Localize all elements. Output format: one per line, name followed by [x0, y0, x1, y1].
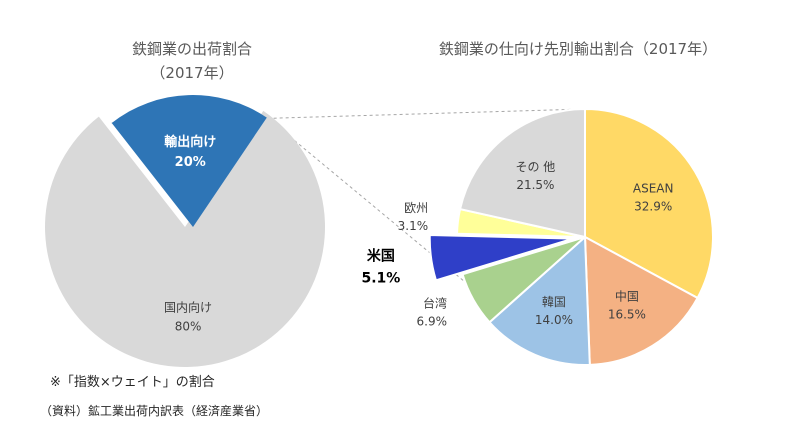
right-slice-label-5: 欧州 [404, 201, 428, 215]
right-slice-label-4: 米国 [367, 248, 395, 265]
left-chart-subtitle: （2017年） [150, 64, 233, 82]
right-pie-slice-4 [428, 233, 574, 282]
right-slice-label-0: ASEAN [633, 181, 674, 195]
right-slice-value-0: 32.9% [634, 199, 672, 213]
right-pie-slice-0 [584, 107, 714, 300]
left-slice-label-0: 国内向け [164, 300, 212, 315]
left-slice-label-1: 輸出向け [164, 134, 216, 150]
right-slice-value-1: 16.5% [608, 307, 646, 321]
left-pie-slice-0 [45, 110, 326, 367]
right-slice-value-3: 6.9% [417, 314, 448, 328]
right-slice-value-2: 14.0% [535, 313, 573, 327]
left-slice-value-0: 80% [175, 320, 202, 334]
left-slice-value-1: 20% [175, 155, 206, 170]
right-slice-label-2: 韓国 [542, 295, 566, 309]
pie-export-destination-share [428, 107, 714, 366]
pie-shipment-share [45, 95, 326, 367]
left-pie-slice-1 [111, 95, 267, 227]
right-slice-label-6: その 他 [515, 160, 555, 174]
right-pie-slice-3 [461, 236, 586, 324]
source-note: （資料）鉱工業出荷内訳表（経済産業省） [40, 404, 269, 418]
right-slice-label-3: 台湾 [423, 295, 447, 310]
left-chart-title: 鉄鋼業の出荷割合 [132, 40, 252, 58]
index-note: ※「指数×ウェイト」の割合 [50, 375, 215, 390]
right-slice-label-1: 中国 [615, 288, 639, 303]
right-chart-title: 鉄鋼業の仕向け先別輸出割合（2017年） [439, 40, 717, 58]
right-slice-value-4: 5.1% [361, 271, 400, 287]
right-slice-value-6: 21.5% [516, 178, 554, 192]
right-slice-value-5: 3.1% [398, 219, 429, 233]
right-pie-slice-6 [458, 107, 586, 239]
right-pie-slice-2 [488, 234, 591, 366]
right-pie-slice-1 [583, 235, 699, 366]
slice-labels: 国内向け 80% 輸出向け 20% ASEAN 32.9% 中国 16.5% 韓国 14.0% 台湾… [164, 134, 673, 334]
